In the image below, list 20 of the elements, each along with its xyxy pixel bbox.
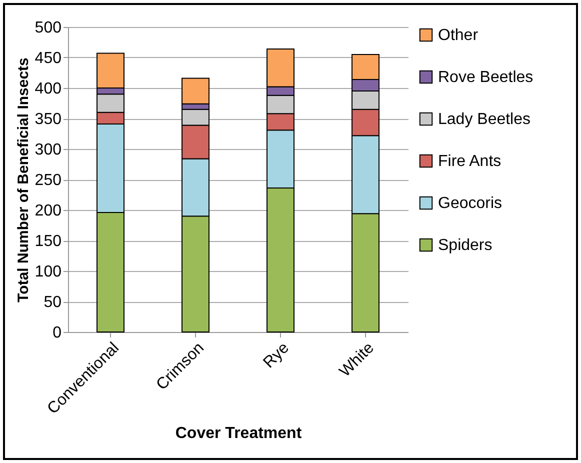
y-tick-label: 0	[52, 324, 62, 342]
legend-label: Other	[438, 27, 479, 44]
y-tick-label: 100	[34, 264, 62, 280]
y-tick-label: 150	[34, 233, 62, 250]
y-tick-label: 500	[34, 20, 62, 36]
legend-label: Rove Beetles	[438, 69, 534, 86]
x-axis-title: Cover Treatment	[175, 424, 302, 442]
y-tick-label: 50	[44, 294, 62, 311]
y-tick-label: 450	[34, 50, 62, 67]
y-tick-label: 350	[34, 111, 62, 128]
y-tick-label: 200	[34, 202, 62, 220]
legend-label: Lady Beetles	[438, 111, 531, 128]
x-tick-label: Rye	[260, 339, 293, 372]
legend-label: Spiders	[438, 237, 492, 254]
legend-label: Geocoris	[438, 195, 502, 212]
y-axis-title: Total Number of Beneficial Insects	[14, 58, 32, 302]
y-tick-label: 300	[34, 142, 62, 158]
y-tick-label: 400	[34, 80, 62, 98]
y-tick-label: 250	[34, 172, 62, 189]
legend-label: Fire Ants	[438, 153, 502, 170]
